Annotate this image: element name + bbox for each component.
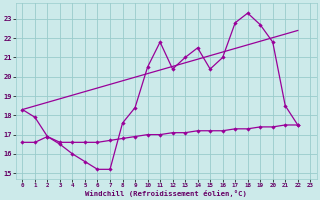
X-axis label: Windchill (Refroidissement éolien,°C): Windchill (Refroidissement éolien,°C) [85, 190, 247, 197]
